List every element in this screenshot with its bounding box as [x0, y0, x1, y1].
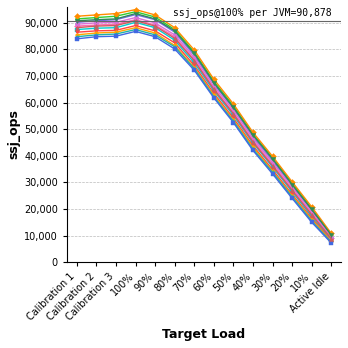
Y-axis label: ssj_ops: ssj_ops — [7, 110, 20, 159]
X-axis label: Target Load: Target Load — [163, 328, 246, 341]
Text: ssj_ops@100% per JVM=90,878: ssj_ops@100% per JVM=90,878 — [173, 8, 331, 18]
